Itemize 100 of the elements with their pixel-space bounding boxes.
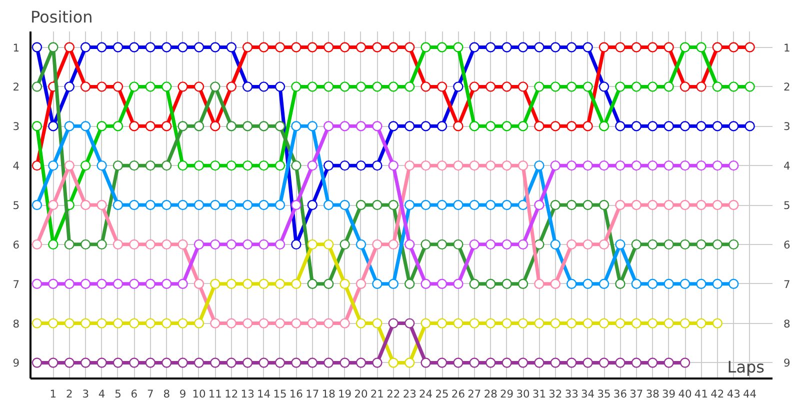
point [372,160,382,171]
x-tick-label: 3 [82,388,89,400]
x-tick-label: 25 [435,388,449,400]
point [388,358,398,368]
point [566,42,577,52]
point [242,278,253,289]
y2-tick-label: 3 [784,120,790,134]
point [648,358,658,368]
x-tick-label: 12 [224,388,238,400]
point [598,318,610,328]
point [307,82,318,92]
point [274,239,286,250]
point [64,160,74,171]
point [648,42,658,52]
point [178,278,188,289]
point [615,82,626,92]
point [615,358,626,368]
point [291,318,302,328]
point [453,121,464,132]
point [712,200,723,210]
point [258,200,269,210]
point [566,239,577,250]
x-tick-label: 18 [322,388,336,400]
point [48,42,58,52]
y-axis-title: Position [30,8,93,26]
point [210,358,220,368]
point [631,358,642,368]
point [145,358,156,368]
point [502,278,512,289]
point [550,160,561,171]
point [291,82,302,92]
point [129,200,140,210]
point [210,200,220,210]
point [728,121,739,132]
point [210,278,220,289]
point [404,160,415,171]
x-tick-label: 1 [50,388,57,400]
point [550,82,561,92]
point [194,358,204,368]
point [582,358,593,368]
x-tick-label: 41 [694,388,708,400]
x-tick-label: 37 [630,388,644,400]
point [453,318,464,328]
point [258,278,269,289]
x-tick-label: 6 [130,388,138,400]
point [502,160,512,171]
point [518,358,528,368]
point [598,82,610,92]
point [145,278,156,289]
y2-tick-label: 7 [784,278,790,291]
point [453,239,464,250]
point [550,358,561,368]
point [96,318,107,328]
point [112,278,124,289]
point [453,278,464,289]
point [728,82,739,92]
point [323,200,334,210]
point [161,278,172,289]
y2-tick-label: 2 [784,80,790,94]
point [420,239,431,250]
point [436,82,448,92]
point [744,82,755,92]
y-tick-label: 8 [12,317,20,330]
point [129,82,140,92]
point [242,239,253,250]
point [112,318,124,328]
x-tick-label: 15 [273,388,287,400]
point [728,160,739,171]
point [307,318,318,328]
point [566,160,577,171]
point [502,42,512,52]
point [291,239,302,250]
point [502,318,512,328]
x-axis-title: Laps [727,358,765,376]
point [178,121,188,132]
point [469,239,480,250]
x-tick-label: 43 [726,388,740,400]
point [258,82,269,92]
point [178,42,188,52]
point [648,82,658,92]
x-tick-label: 21 [370,388,384,400]
point [598,42,610,52]
point [648,160,658,171]
point [96,121,107,132]
x-tick-label: 16 [289,388,304,400]
x-tick-label: 27 [468,388,482,400]
point [340,239,350,250]
point [32,121,42,132]
point [80,358,91,368]
point [356,121,366,132]
point [388,200,398,210]
point [291,358,302,368]
point [502,121,512,132]
point [534,160,544,171]
point [502,82,512,92]
point [631,82,642,92]
point [664,121,674,132]
point [194,239,204,250]
point [161,239,172,250]
point [582,318,593,328]
